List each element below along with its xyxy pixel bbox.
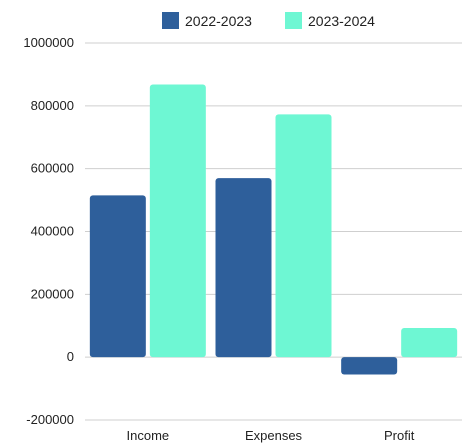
legend-swatch (162, 12, 179, 29)
y-tick-label: 0 (67, 349, 74, 364)
x-tick-label: Expenses (245, 428, 303, 443)
y-tick-label: 200000 (31, 286, 74, 301)
bar-profit-2022-2023 (341, 357, 398, 375)
y-tick-label: -200000 (26, 412, 74, 427)
legend-label: 2023-2024 (308, 13, 375, 29)
x-tick-label: Income (127, 428, 170, 443)
y-tick-label: 1000000 (23, 35, 74, 50)
bar-income-2023-2024 (149, 84, 206, 358)
y-axis: 1000000 800000 600000 400000 200000 0 -200000 (23, 35, 74, 427)
bars (89, 84, 458, 375)
legend-swatch (285, 12, 302, 29)
gridlines (85, 42, 462, 421)
bar-expenses-2023-2024 (275, 114, 332, 358)
legend-label: 2022-2023 (185, 13, 252, 29)
bar-profit-2023-2024 (401, 327, 458, 358)
y-tick-label: 600000 (31, 161, 74, 176)
x-tick-label: Profit (384, 428, 415, 443)
y-tick-label: 800000 (31, 98, 74, 113)
legend: 2022-2023 2023-2024 (162, 12, 375, 29)
x-axis: Income Expenses Profit (127, 428, 415, 443)
bar-expenses-2022-2023 (215, 178, 272, 358)
y-tick-label: 400000 (31, 224, 74, 239)
bar-income-2022-2023 (89, 195, 146, 358)
